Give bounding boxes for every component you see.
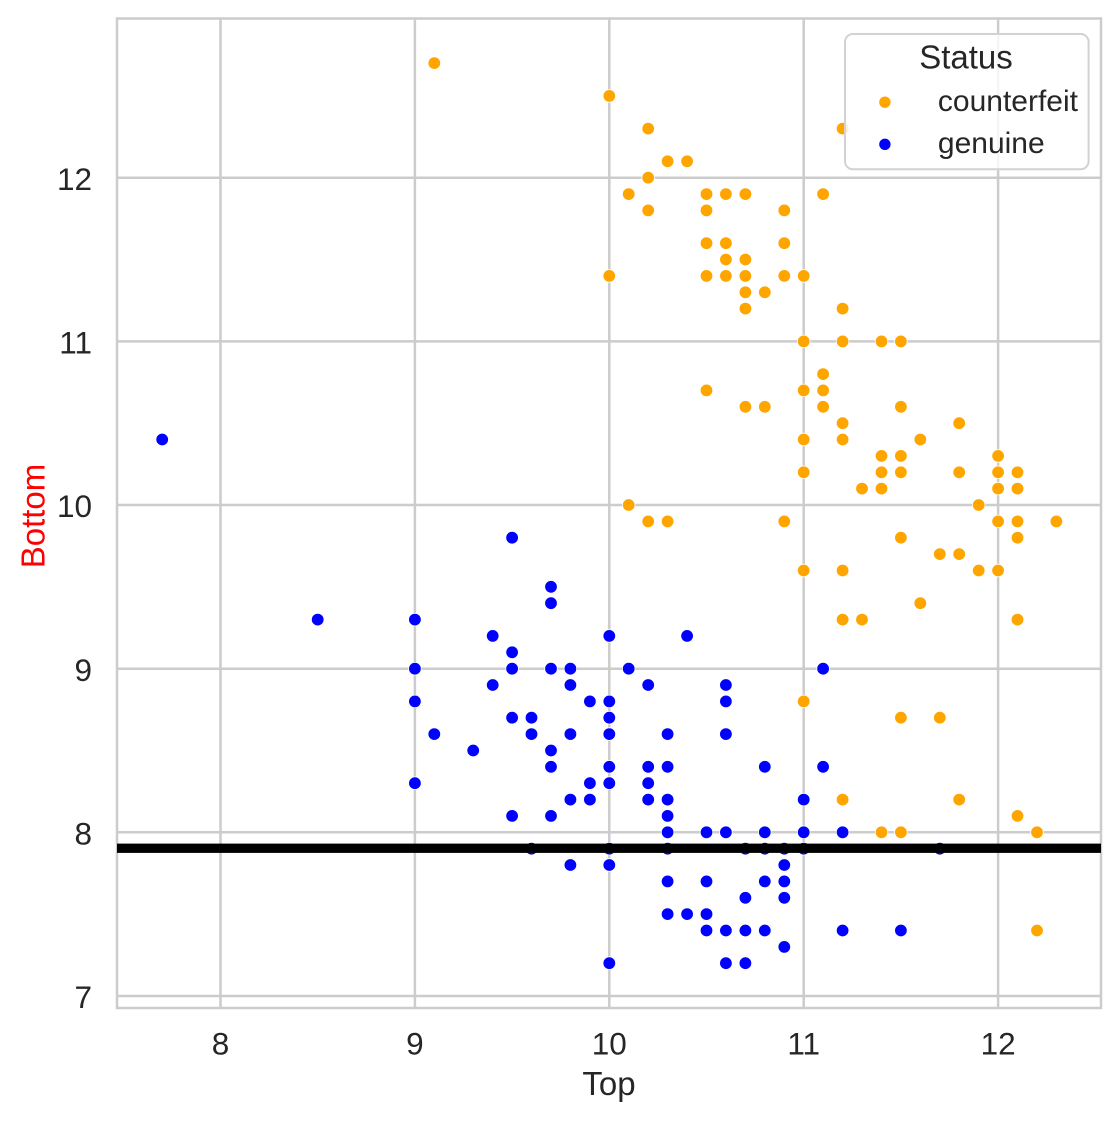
svg-text:9: 9 [406, 1026, 424, 1062]
svg-text:genuine: genuine [938, 127, 1045, 160]
svg-text:11: 11 [787, 1026, 820, 1062]
svg-text:10: 10 [57, 488, 92, 524]
svg-text:counterfeit: counterfeit [938, 85, 1079, 118]
svg-text:9: 9 [74, 652, 92, 688]
svg-text:8: 8 [212, 1026, 230, 1062]
svg-text:7: 7 [74, 979, 92, 1015]
svg-text:12: 12 [57, 161, 92, 197]
svg-text:8: 8 [74, 816, 92, 852]
svg-text:10: 10 [592, 1026, 627, 1062]
svg-text:Status: Status [919, 39, 1013, 76]
svg-text:11: 11 [59, 325, 92, 361]
svg-text:12: 12 [981, 1026, 1016, 1062]
svg-text:Bottom: Bottom [15, 464, 52, 569]
svg-text:Top: Top [582, 1065, 635, 1102]
